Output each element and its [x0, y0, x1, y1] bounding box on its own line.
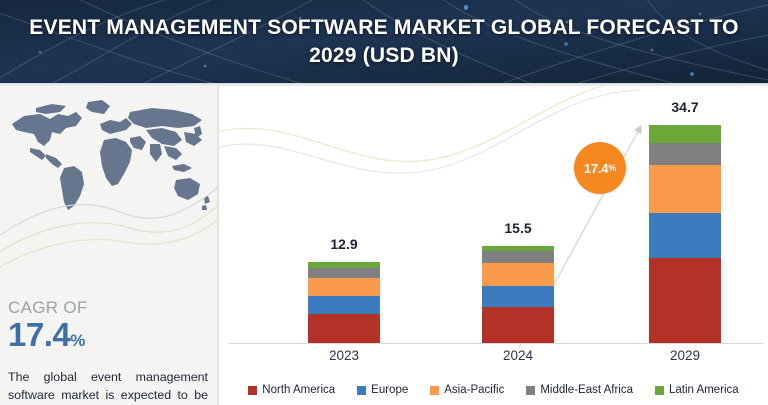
legend-label: North America — [262, 384, 336, 396]
bar-2029[interactable] — [649, 125, 721, 343]
x-tick-2023: 2023 — [328, 348, 360, 363]
legend-item-latin-america[interactable]: Latin America — [655, 384, 739, 396]
legend-label: Latin America — [669, 384, 739, 396]
legend-item-asia-pacific[interactable]: Asia-Pacific — [430, 384, 504, 396]
legend-item-europe[interactable]: Europe — [357, 384, 408, 396]
legend-label: Middle-East Africa — [540, 384, 634, 396]
sidebar-panel: CAGR OF 17.4% The global event managemen… — [0, 86, 219, 405]
segment-asia-pacific-2029[interactable] — [649, 165, 721, 213]
segment-middle-east-africa-2029[interactable] — [649, 143, 721, 166]
segment-middle-east-africa-2024[interactable] — [482, 251, 554, 264]
legend-label: Asia-Pacific — [444, 384, 505, 396]
legend-swatch-icon — [655, 385, 665, 395]
segment-europe-2024[interactable] — [482, 285, 554, 308]
stacked-bar-chart: 12.9 2023 15.5 2024 34.7 2029 17.4% — [219, 86, 768, 405]
x-axis-line — [229, 343, 763, 344]
legend-swatch-icon — [248, 385, 258, 395]
cagr-badge-percent: % — [608, 163, 617, 173]
legend-label: Europe — [371, 384, 409, 396]
bar-total-2024: 15.5 — [504, 219, 532, 236]
bar-total-2029: 34.7 — [671, 99, 699, 115]
segment-north-america-2024[interactable] — [482, 307, 554, 343]
cagr-label: CAGR OF — [8, 298, 88, 317]
cagr-badge-value: 17.4 — [583, 160, 609, 176]
chart-decorative-swoosh — [219, 86, 640, 174]
bar-total-2023: 12.9 — [330, 235, 358, 252]
segment-north-america-2023[interactable] — [308, 314, 380, 343]
x-tick-2029: 2029 — [669, 348, 701, 363]
segment-asia-pacific-2023[interactable] — [308, 278, 380, 296]
segment-latin-america-2024[interactable] — [482, 245, 554, 252]
decorative-swoosh — [0, 185, 219, 268]
legend-swatch-icon — [357, 385, 367, 395]
header-divider — [0, 83, 768, 86]
segment-north-america-2029[interactable] — [649, 258, 721, 343]
legend-item-middle-east-africa[interactable]: Middle-East Africa — [526, 384, 633, 396]
segment-europe-2029[interactable] — [649, 212, 721, 259]
page-title: EVENT MANAGEMENT SOFTWARE MARKET GLOBAL … — [29, 15, 739, 67]
bar-2024[interactable] — [482, 245, 554, 343]
segment-latin-america-2029[interactable] — [649, 125, 721, 144]
legend-swatch-icon — [430, 385, 440, 395]
header-banner: EVENT MANAGEMENT SOFTWARE MARKET GLOBAL … — [0, 0, 768, 83]
cagr-badge: 17.4% — [574, 142, 626, 194]
chart-legend: North America Europe Asia-Pacific Middle-Ea… — [219, 378, 768, 402]
sidebar-divider — [217, 86, 219, 405]
legend-swatch-icon — [526, 385, 536, 395]
legend-item-north-america[interactable]: North America — [248, 384, 335, 396]
cagr-value: 17.4% — [8, 318, 85, 351]
cagr-number: 17.4 — [8, 316, 71, 353]
network-background-icon — [0, 0, 768, 83]
segment-europe-2023[interactable] — [308, 295, 380, 315]
bar-2023[interactable] — [308, 262, 380, 343]
segment-latin-america-2023[interactable] — [308, 262, 380, 268]
x-tick-2024: 2024 — [502, 348, 534, 363]
world-map-icon — [6, 94, 212, 224]
segment-middle-east-africa-2023[interactable] — [308, 267, 380, 279]
cagr-percent-sign: % — [70, 331, 85, 350]
market-description: The global event management software mar… — [8, 370, 208, 402]
segment-asia-pacific-2024[interactable] — [482, 263, 554, 286]
